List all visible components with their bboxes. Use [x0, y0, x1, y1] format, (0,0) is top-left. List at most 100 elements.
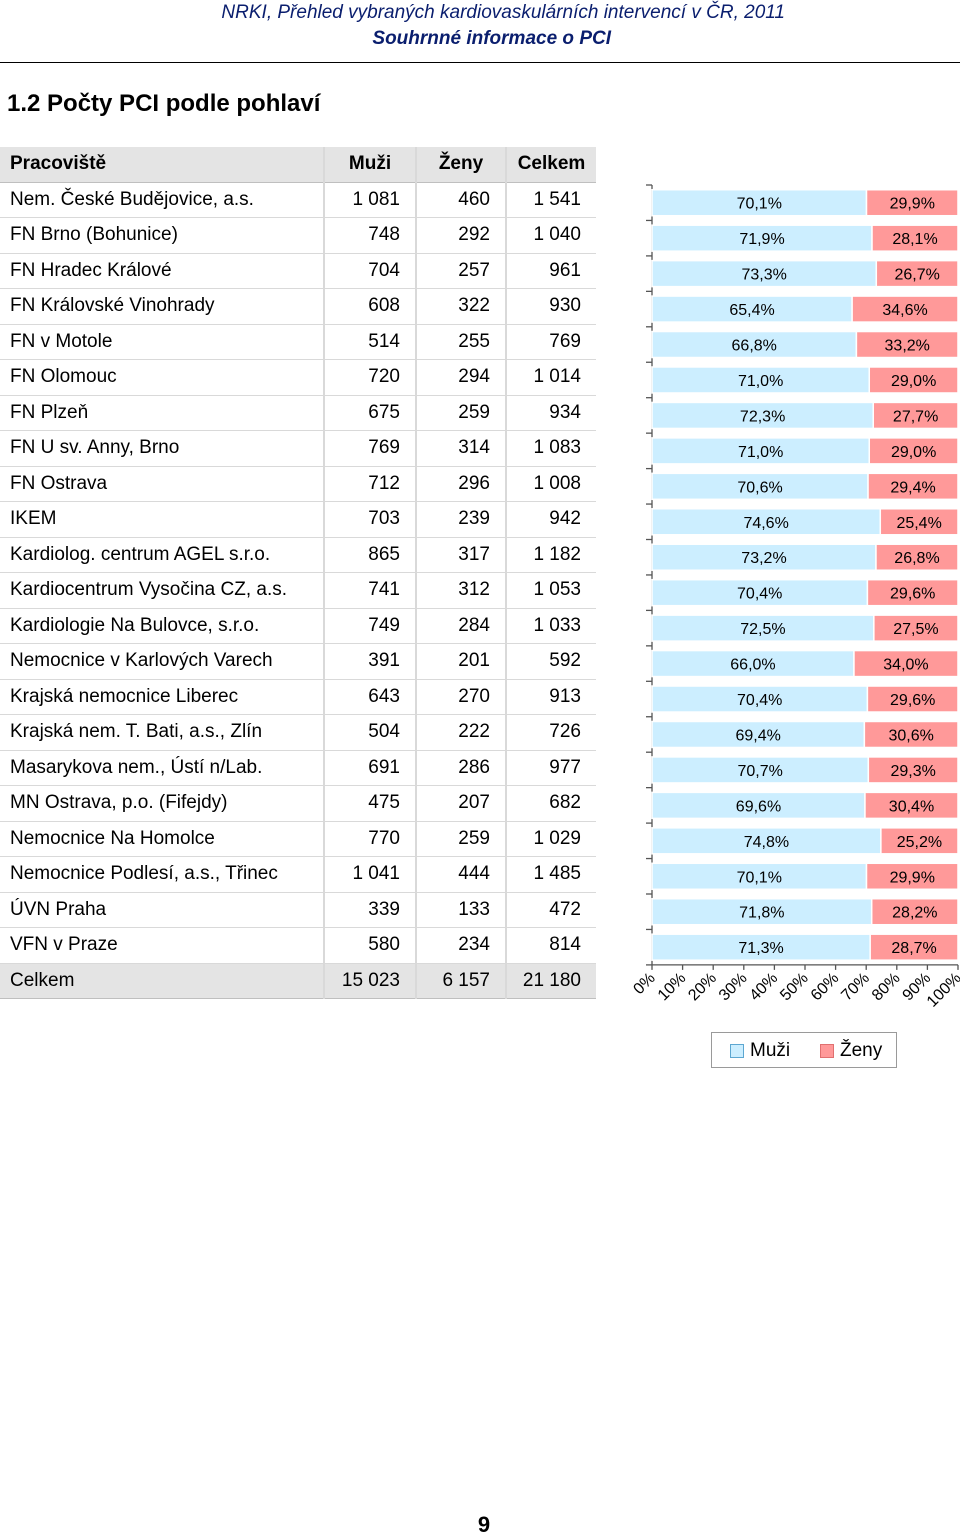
- row-workplace-name: VFN v Praze: [0, 927, 324, 964]
- data-label-men: 73,2%: [741, 550, 786, 567]
- data-label-men: 74,8%: [744, 834, 789, 851]
- bar-men: [651, 614, 875, 642]
- row-workplace-name: FN Ostrava: [0, 466, 324, 502]
- row-workplace-name: IKEM: [0, 501, 324, 538]
- row-men-count: 741: [323, 572, 416, 609]
- row-women-count: 294: [415, 359, 506, 396]
- header-divider: [0, 62, 960, 63]
- row-total-count: 1 541: [505, 182, 596, 218]
- column-header-total: Celkem: [505, 147, 596, 183]
- data-label-men: 72,5%: [740, 621, 785, 638]
- bar-men: [651, 259, 878, 288]
- row-men-count: 865: [323, 537, 416, 573]
- row-workplace-name: Nemocnice Na Homolce: [0, 821, 324, 857]
- data-label-women: 27,7%: [893, 408, 938, 425]
- row-women-count: 234: [415, 927, 506, 964]
- legend-swatch-men: [730, 1044, 744, 1058]
- bar-women: [880, 827, 959, 855]
- row-workplace-name: FN Olomouc: [0, 359, 324, 396]
- table-row: FN Plzeň 675 259 934: [0, 395, 596, 431]
- bar-men: [651, 366, 871, 394]
- table-total-row: Celkem 15 023 6 157 21 180: [0, 963, 596, 999]
- x-tick-label: 20%: [685, 970, 720, 1005]
- bar-women: [867, 756, 959, 784]
- row-men-count: 675: [323, 395, 416, 431]
- data-label-women: 28,2%: [892, 905, 937, 922]
- table-row: Kardiologie Na Bulovce, s.r.o. 749 284 1 03…: [0, 608, 596, 644]
- table-row: Masarykova nem., Ústí n/Lab. 691 286 977: [0, 750, 596, 786]
- table-row: ÚVN Praha 339 133 472: [0, 892, 596, 928]
- row-total-count: 1 040: [505, 217, 596, 254]
- row-workplace-name: FN Brno (Bohunice): [0, 217, 324, 254]
- row-women-count: 296: [415, 466, 506, 502]
- bar-women: [879, 508, 959, 536]
- bar-men: [651, 720, 866, 749]
- row-men-count: 703: [323, 501, 416, 538]
- data-label-women: 33,2%: [885, 338, 930, 355]
- data-label-women: 34,6%: [882, 302, 927, 319]
- table-row: FN Hradec Králové 704 257 961: [0, 253, 596, 289]
- table-row: Krajská nem. T. Bati, a.s., Zlín 504 222 72…: [0, 714, 596, 751]
- total-men: 15 023: [323, 963, 416, 999]
- table-row: Nemocnice Na Homolce 770 259 1 029: [0, 821, 596, 857]
- data-label-women: 26,8%: [894, 550, 939, 567]
- bar-men: [651, 862, 868, 891]
- x-tick-label: 40%: [747, 970, 782, 1005]
- row-total-count: 726: [505, 714, 596, 751]
- row-workplace-name: MN Ostrava, p.o. (Fifejdy): [0, 785, 324, 822]
- row-women-count: 239: [415, 501, 506, 538]
- chart-legend: Muži Ženy: [711, 1032, 897, 1068]
- row-workplace-name: Nem. České Budějovice, a.s.: [0, 182, 324, 218]
- bar-women: [855, 330, 959, 359]
- row-workplace-name: Nemocnice Podlesí, a.s., Třinec: [0, 856, 324, 893]
- row-men-count: 704: [323, 253, 416, 289]
- row-total-count: 961: [505, 253, 596, 289]
- data-label-women: 29,6%: [890, 586, 935, 603]
- row-workplace-name: Masarykova nem., Ústí n/Lab.: [0, 750, 324, 786]
- row-workplace-name: Kardiolog. centrum AGEL s.r.o.: [0, 537, 324, 573]
- row-men-count: 608: [323, 288, 416, 325]
- row-men-count: 770: [323, 821, 416, 857]
- bar-women: [866, 685, 959, 713]
- bar-women: [866, 578, 959, 607]
- row-workplace-name: Krajská nemocnice Liberec: [0, 679, 324, 715]
- row-workplace-name: Krajská nem. T. Bati, a.s., Zlín: [0, 714, 324, 751]
- row-total-count: 1 014: [505, 359, 596, 396]
- row-men-count: 391: [323, 643, 416, 680]
- data-label-men: 71,0%: [738, 373, 783, 390]
- bar-men: [651, 188, 868, 217]
- pci-gender-table: Pracoviště Muži Ženy Celkem Nem. České B…: [0, 147, 596, 999]
- data-label-men: 71,0%: [738, 444, 783, 461]
- bar-women: [872, 401, 959, 430]
- data-label-men: 73,3%: [741, 267, 786, 284]
- data-label-women: 29,3%: [890, 763, 935, 780]
- row-workplace-name: FN U sv. Anny, Brno: [0, 430, 324, 467]
- row-men-count: 720: [323, 359, 416, 396]
- row-workplace-name: Nemocnice v Karlových Varech: [0, 643, 324, 680]
- bar-women: [873, 614, 959, 642]
- gender-share-chart: 0%10%20%30%40%50%60%70%80%90%100%70,1% 29…: [630, 184, 960, 1011]
- bar-men: [651, 756, 870, 784]
- row-total-count: 913: [505, 679, 596, 715]
- column-header-workplace: Pracoviště: [0, 147, 324, 183]
- data-label-men: 74,6%: [743, 515, 788, 532]
- table-row: FN U sv. Anny, Brno 769 314 1 083: [0, 430, 596, 467]
- row-workplace-name: FN Plzeň: [0, 395, 324, 431]
- row-women-count: 270: [415, 679, 506, 715]
- data-label-men: 69,6%: [736, 798, 781, 815]
- row-total-count: 814: [505, 927, 596, 964]
- row-women-count: 292: [415, 217, 506, 254]
- row-men-count: 1 081: [323, 182, 416, 218]
- bar-women: [868, 437, 959, 465]
- data-label-men: 72,3%: [740, 408, 785, 425]
- total-women: 6 157: [415, 963, 506, 999]
- table-row: Kardiocentrum Vysočina CZ, a.s. 741 312 1 0…: [0, 572, 596, 609]
- column-header-women: Ženy: [415, 147, 506, 183]
- data-label-men: 70,4%: [737, 692, 782, 709]
- bar-men: [651, 508, 882, 536]
- bar-women: [863, 720, 959, 749]
- table-row: Nemocnice Podlesí, a.s., Třinec 1 041 444 1…: [0, 856, 596, 893]
- data-label-men: 70,6%: [737, 479, 782, 496]
- data-label-men: 71,3%: [738, 940, 783, 957]
- data-label-women: 29,4%: [890, 479, 935, 496]
